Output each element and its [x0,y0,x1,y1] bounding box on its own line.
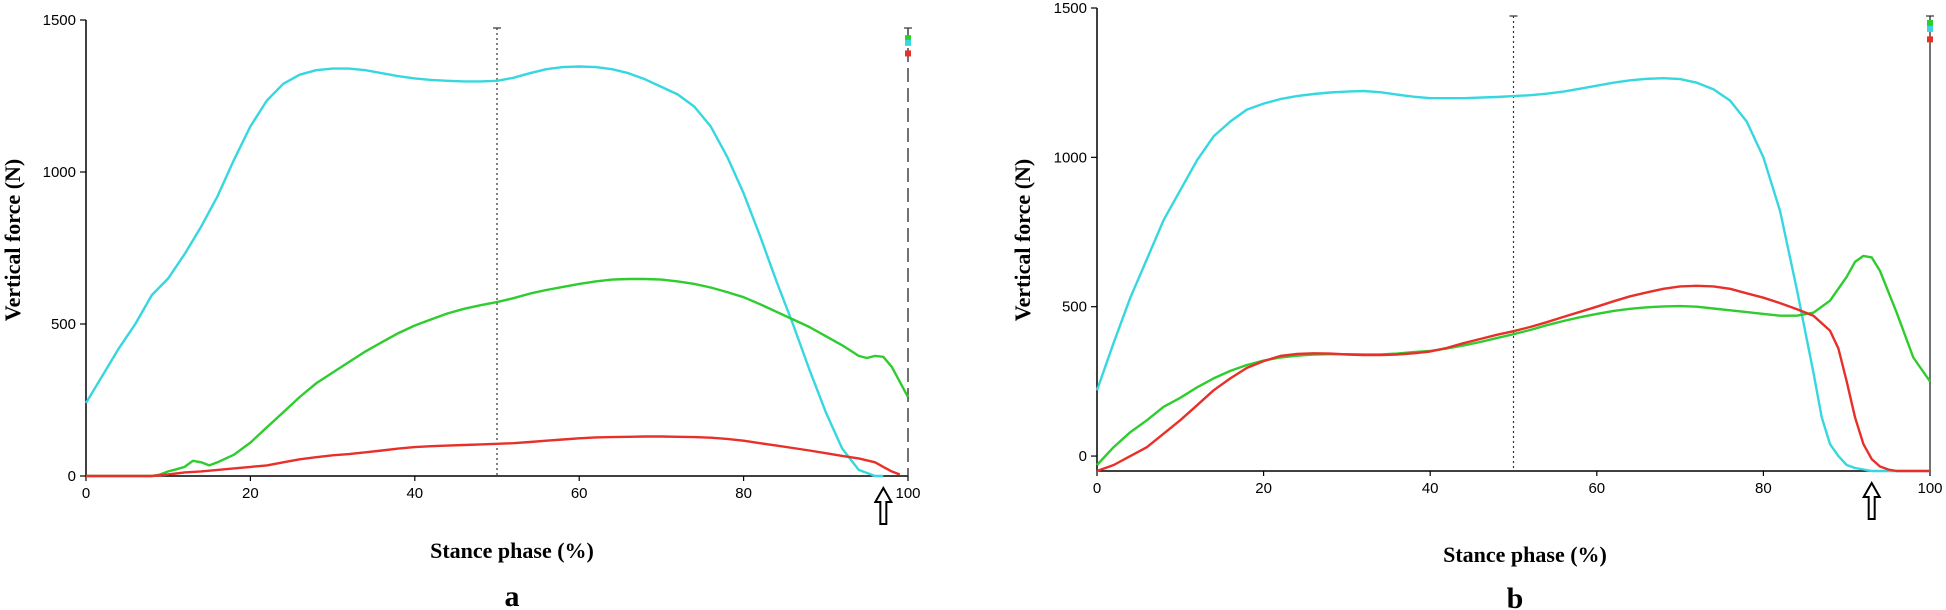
panel-a-x-tick-label: 20 [242,485,259,502]
panel-a-x-tick-label: 0 [82,485,90,502]
panel-a-x-tick-label: 80 [735,485,752,502]
panel-a-y-tick-label: 1500 [43,12,76,29]
panel-b-x-tick-label: 0 [1093,480,1101,497]
panel-a-y-tick-label: 500 [51,316,76,333]
panel-a-y-tick-label: 1000 [43,164,76,181]
panel-b-series-line [1096,284,1930,473]
panel-b-y-tick-label: 1500 [1054,0,1087,17]
panel-a-end-marker [905,50,911,57]
panel-a-y-axis-title: Vertical force (N) [0,159,25,321]
panel-a-x-axis-title: Stance phase (%) [430,538,594,563]
panel-a-x-tick-label: 60 [571,485,588,502]
panel-b-end-marker [1927,25,1933,32]
panel-a-series-line [84,65,884,478]
panel-b-label: b [1507,582,1524,610]
panel-b-end-marker [1927,36,1933,43]
panel-b-x-tick-label: 40 [1422,480,1439,497]
panel-b-x-tick-label: 80 [1755,480,1772,497]
panel-a-arrow-icon [873,485,894,525]
panel-b-x-tick-label: 20 [1255,480,1272,497]
panel-b-x-axis-title: Stance phase (%) [1443,542,1607,567]
panel-a-series-line [86,277,910,478]
panel-b-y-tick-label: 500 [1062,299,1087,316]
panel-b-chart: Stance phase (%) Vertical force (N) b 0 5… [1010,0,1943,610]
panel-b-y-axis-title: Vertical force (N) [1010,159,1035,321]
panel-a-x-tick-label: 100 [895,485,920,502]
panel-b-series-line [1096,254,1931,466]
panel-a-label: a [505,580,520,610]
panel-b-y-tick-label: 0 [1079,448,1087,465]
panel-b-x-tick-label: 100 [1917,480,1942,497]
panel-a-series-line [86,435,901,478]
panel-b-series-line [1095,77,1930,473]
panel-a-x-tick-label: 40 [406,485,423,502]
panel-b-x-tick-label: 60 [1588,480,1605,497]
panel-a-end-marker [905,39,911,46]
panel-a-chart: Stance phase (%) Vertical force (N) a 0 5… [0,12,921,610]
panel-a-end-marker [905,35,911,42]
panel-b-end-marker [1927,19,1933,26]
panel-b-arrow-icon [1861,480,1882,520]
panel-a-y-tick-label: 0 [68,468,76,485]
panel-b-y-tick-label: 1000 [1054,149,1087,166]
